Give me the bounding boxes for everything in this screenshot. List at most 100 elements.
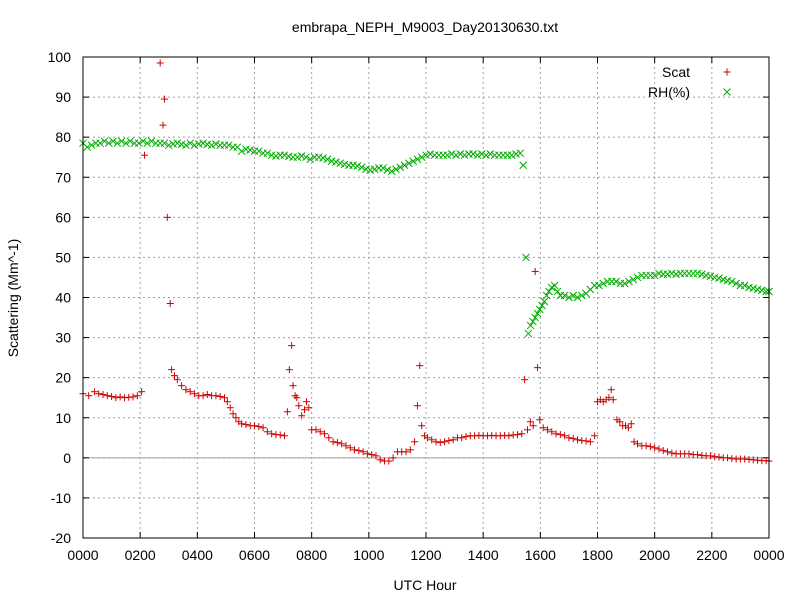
rh-point [422,151,430,160]
series-rh [79,137,773,338]
rh-point [560,291,569,300]
scat-point [321,430,329,438]
rh-point [469,150,478,158]
scat-point [706,452,714,460]
rh-point [473,151,482,160]
rh-point [542,291,551,300]
scat-point [529,422,537,430]
scat-point [140,151,148,159]
scat-point [389,454,397,462]
rh-point [573,293,582,302]
rh-point [533,309,542,318]
scat-point [505,432,513,440]
rh-point [595,281,603,290]
scat-point [156,59,164,67]
rh-point [633,273,642,282]
rh-point [113,139,122,148]
scat-point [539,424,547,432]
scat-point [462,433,470,441]
scat-point [573,436,581,444]
scat-point [416,362,424,370]
scat-point [436,439,444,447]
x-tick-label: 0400 [182,547,213,563]
scat-point [295,402,303,410]
scat-point [263,428,271,436]
scat-point [651,444,659,452]
rh-point [727,277,736,286]
rh-point [396,163,405,172]
scat-point [90,388,98,396]
scat-point [372,452,380,460]
rh-point [246,146,255,154]
legend-label-rh: RH(%) [648,84,690,100]
scat-point [170,372,178,380]
rh-point [482,151,490,160]
scat-point [406,446,414,454]
scat-point [186,388,194,396]
rh-point [706,272,715,281]
y-axis-title: Scattering (Mm^-1) [5,239,21,358]
scat-point [402,448,410,456]
rh-point [357,163,366,172]
rh-point [732,279,740,288]
scat-point [242,421,250,429]
scat-point [591,432,599,440]
rh-point [413,155,422,164]
x-tick-label: 2200 [696,547,727,563]
rh-point [538,301,546,310]
scat-point [108,393,116,401]
rh-point [164,141,173,150]
y-tick-label: -20 [51,530,71,546]
rh-point [443,151,452,160]
scat-point [642,442,650,450]
scat-point [646,443,654,451]
rh-point [507,151,516,160]
scat-point [355,447,363,455]
rh-point [404,159,413,168]
scat-point [533,364,541,372]
scat-point [552,430,560,438]
rh-point [160,139,169,148]
scat-point [413,402,421,410]
chart-title: embrapa_NEPH_M9003_Day20130630.txt [292,19,558,35]
rh-point [620,279,629,288]
rh-point [409,157,417,166]
scat-point [586,438,594,446]
rh-point [182,141,190,150]
scat-point [276,431,284,439]
scat-point [305,404,313,412]
rh-point [379,164,387,172]
rh-point [447,150,456,158]
scat-point [333,439,341,447]
rh-point [456,150,465,158]
scat-point [624,424,632,432]
x-tick-label: 2000 [639,547,670,563]
rh-point [516,149,525,158]
scat-point [565,434,573,442]
scat-point [112,394,120,402]
rh-point [452,151,460,160]
rh-point [212,140,220,148]
scat-point [616,418,624,426]
scat-point [316,428,324,436]
scat-point [232,414,240,422]
scat-point [312,426,320,434]
rh-point [540,297,549,306]
scat-point [428,436,436,444]
scat-point [418,422,426,430]
scat-point [655,445,663,453]
y-tick-label: 90 [55,89,71,105]
x-tick-label: 1400 [468,547,499,563]
scat-point [229,410,237,418]
y-tick-label: 20 [55,370,71,386]
scat-point [664,448,672,456]
rh-point [139,137,147,146]
rh-point [109,137,117,146]
x-tick-label: 1600 [525,547,556,563]
scat-point [724,454,732,462]
scat-point [325,434,333,442]
grid-layer [83,57,769,538]
rh-point [526,321,535,330]
scat-point [293,394,301,402]
